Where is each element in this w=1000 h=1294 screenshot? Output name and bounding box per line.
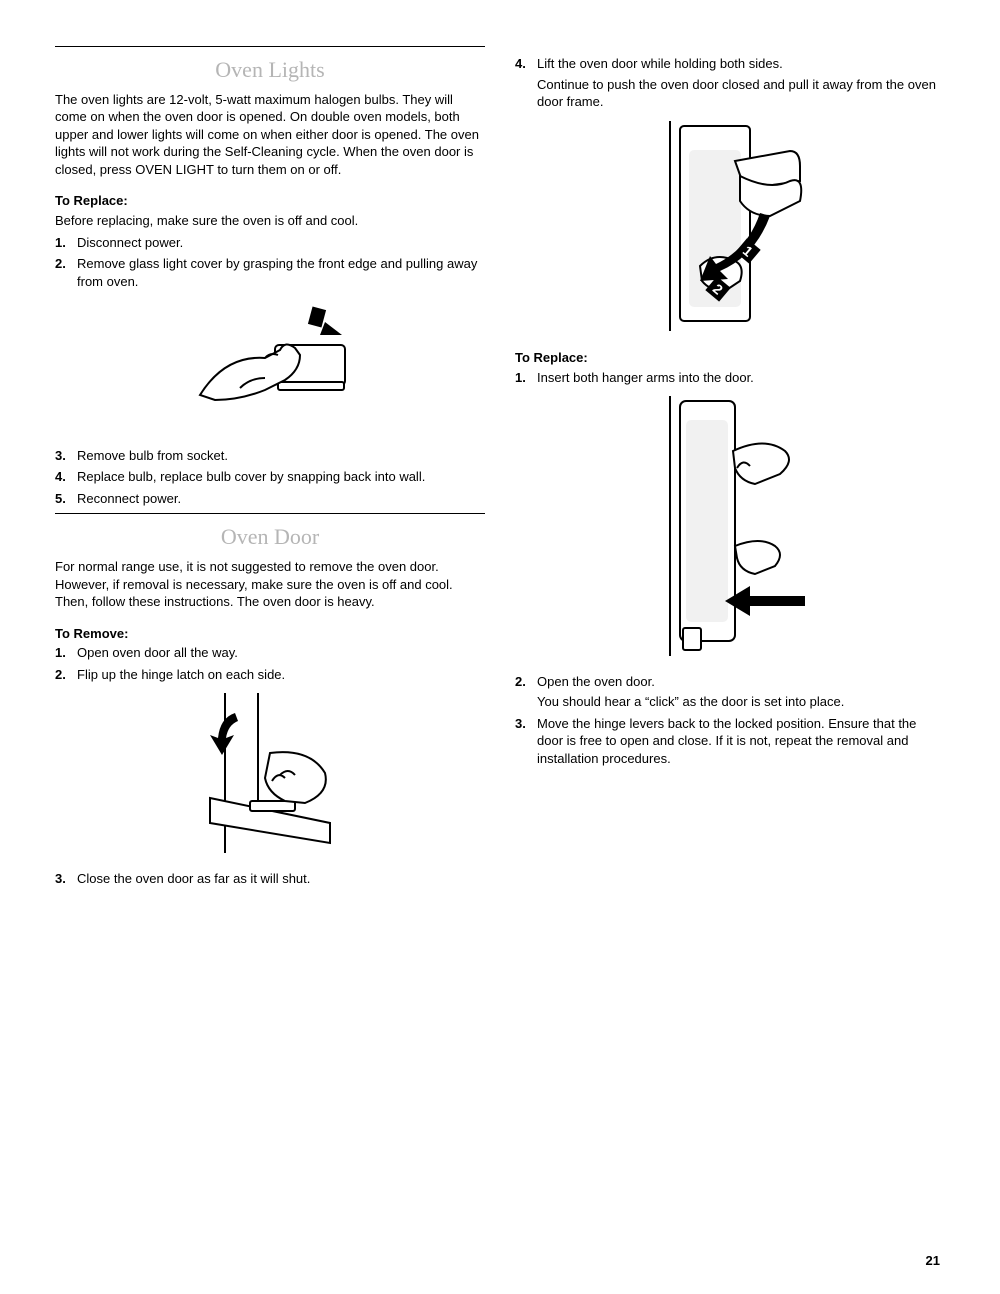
list-item: Move the hinge levers back to the locked…	[515, 715, 945, 768]
hand-removing-cover-icon	[170, 300, 370, 430]
list-item: Disconnect power.	[55, 234, 485, 252]
list-item: Insert both hanger arms into the door.	[515, 369, 945, 387]
step-text: Insert both hanger arms into the door.	[537, 370, 754, 385]
page-number: 21	[926, 1252, 940, 1270]
remove-steps-cont: Lift the oven door while holding both si…	[515, 55, 945, 111]
replace-intro: Before replacing, make sure the oven is …	[55, 212, 485, 230]
figure-hinge-latch	[55, 693, 485, 858]
section-title-oven-door: Oven Door	[55, 522, 485, 552]
right-column: Lift the oven door while holding both si…	[515, 40, 945, 891]
remove-steps-list-b: Close the oven door as far as it will sh…	[55, 870, 485, 888]
step-text: Reconnect power.	[77, 491, 181, 506]
page: Oven Lights The oven lights are 12-volt,…	[0, 0, 1000, 931]
list-item: Close the oven door as far as it will sh…	[55, 870, 485, 888]
list-item: Lift the oven door while holding both si…	[515, 55, 945, 111]
step-subtext: Continue to push the oven door closed an…	[537, 76, 945, 111]
step-text: Flip up the hinge latch on each side.	[77, 667, 285, 682]
figure-light-cover	[55, 300, 485, 435]
figure-lift-door: 1 2	[515, 121, 945, 336]
replace-steps-list-b: Remove bulb from socket. Replace bulb, r…	[55, 447, 485, 508]
step-subtext: You should hear a “click” as the door is…	[537, 693, 945, 711]
list-item: Flip up the hinge latch on each side.	[55, 666, 485, 684]
step-text: Close the oven door as far as it will sh…	[77, 871, 310, 886]
list-item: Remove bulb from socket.	[55, 447, 485, 465]
step-text: Disconnect power.	[77, 235, 183, 250]
list-item: Replace bulb, replace bulb cover by snap…	[55, 468, 485, 486]
to-replace-heading: To Replace:	[55, 192, 485, 210]
list-item: Reconnect power.	[55, 490, 485, 508]
step-text: Replace bulb, replace bulb cover by snap…	[77, 469, 425, 484]
to-remove-heading: To Remove:	[55, 625, 485, 643]
step-text: Remove bulb from socket.	[77, 448, 228, 463]
step-text: Remove glass light cover by grasping the…	[77, 256, 477, 289]
remove-steps-list-a: Open oven door all the way. Flip up the …	[55, 644, 485, 683]
door-replace-steps-a: Insert both hanger arms into the door.	[515, 369, 945, 387]
figure-insert-hanger	[515, 396, 945, 661]
list-item: Open oven door all the way.	[55, 644, 485, 662]
step-text: Move the hinge levers back to the locked…	[537, 716, 916, 766]
divider	[55, 513, 485, 514]
oven-lights-intro: The oven lights are 12-volt, 5-watt maxi…	[55, 91, 485, 179]
lift-door-icon: 1 2	[640, 121, 820, 331]
insert-hanger-icon	[645, 396, 815, 656]
replace-steps-list-a: Disconnect power. Remove glass light cov…	[55, 234, 485, 291]
to-replace-heading-2: To Replace:	[515, 349, 945, 367]
step-text: Open the oven door.	[537, 674, 655, 689]
door-replace-steps-b: Open the oven door. You should hear a “c…	[515, 673, 945, 768]
list-item: Open the oven door. You should hear a “c…	[515, 673, 945, 711]
list-item: Remove glass light cover by grasping the…	[55, 255, 485, 290]
left-column: Oven Lights The oven lights are 12-volt,…	[55, 40, 485, 891]
step-text: Lift the oven door while holding both si…	[537, 56, 783, 71]
step-text: Open oven door all the way.	[77, 645, 238, 660]
oven-door-intro: For normal range use, it is not suggeste…	[55, 558, 485, 611]
divider	[55, 46, 485, 47]
hand-flip-hinge-icon	[170, 693, 370, 853]
section-title-oven-lights: Oven Lights	[55, 55, 485, 85]
